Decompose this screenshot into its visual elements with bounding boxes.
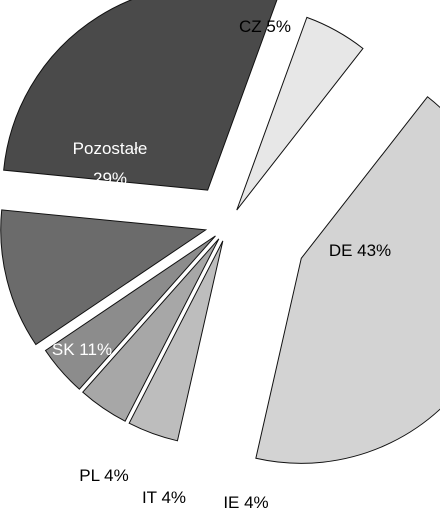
pie-slice-de <box>255 96 440 464</box>
pie-label-ie: IE 4% <box>223 493 268 511</box>
pie-slice-cz <box>236 16 364 211</box>
pie-slice-sk <box>0 209 208 346</box>
pie-label-pl: PL 4% <box>79 466 128 485</box>
slices-layer <box>0 0 440 464</box>
labels-layer: CZ 5% DE 43% IE 4% IT 4% PL 4% SK 11% Pozostał… <box>52 17 391 511</box>
pie-label-pozosta-e: Pozostałe 29% <box>73 139 148 188</box>
pie-slice-it <box>82 238 220 422</box>
pie-slice-pl <box>44 235 216 390</box>
pie-slice-ie <box>128 240 224 442</box>
pie-label-sk: SK 11% <box>52 340 112 359</box>
pie-label-cz: CZ 5% <box>239 17 291 36</box>
pie-slice-pozosta-e <box>3 0 278 191</box>
pie-label-it: IT 4% <box>142 488 186 507</box>
pie-label-de: DE 43% <box>329 241 391 260</box>
